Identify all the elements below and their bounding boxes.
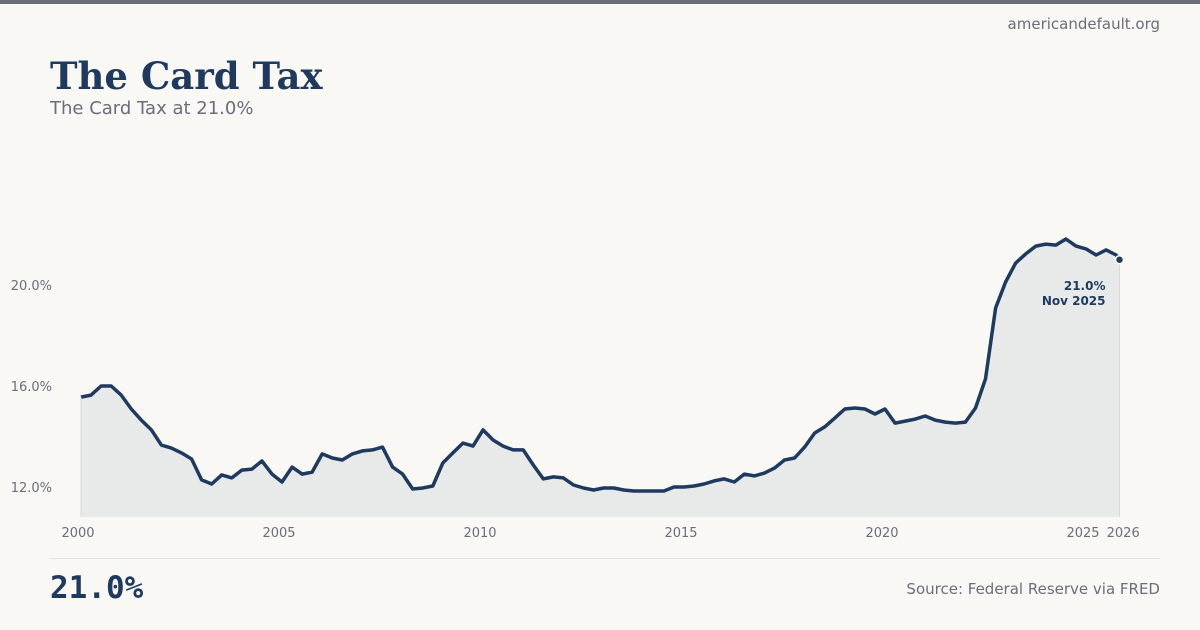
x-tick-label: 2026 bbox=[1107, 526, 1140, 541]
end-point bbox=[1114, 255, 1125, 265]
top-accent-bar bbox=[0, 0, 1200, 4]
site-name: americandefault.org bbox=[1007, 15, 1160, 33]
area-fill bbox=[81, 239, 1120, 517]
y-tick-label: 12.0% bbox=[11, 481, 52, 496]
y-tick-label: 20.0% bbox=[11, 279, 52, 294]
x-tick-label: 2000 bbox=[61, 526, 94, 541]
annotation-value: 21.0% bbox=[1064, 279, 1106, 293]
footer-divider bbox=[50, 558, 1160, 559]
page-subtitle: The Card Tax at 21.0% bbox=[50, 98, 254, 119]
x-tick-label: 2010 bbox=[463, 526, 496, 541]
x-tick-label: 2025 bbox=[1066, 526, 1099, 541]
x-tick-label: 2005 bbox=[262, 526, 295, 541]
x-axis: 2000 2005 2010 2015 2020 2025 2026 bbox=[61, 526, 1139, 541]
series-line bbox=[80, 237, 1121, 493]
y-axis: 12.0% 16.0% 20.0% bbox=[11, 279, 52, 496]
source-note: Source: Federal Reserve via FRED bbox=[906, 580, 1160, 598]
page-title: The Card Tax bbox=[50, 54, 323, 98]
x-tick-label: 2015 bbox=[664, 526, 697, 541]
y-tick-label: 16.0% bbox=[11, 380, 52, 395]
x-tick-label: 2020 bbox=[865, 526, 898, 541]
annotation-date: Nov 2025 bbox=[1042, 294, 1106, 308]
current-value: 21.0% bbox=[50, 570, 144, 606]
